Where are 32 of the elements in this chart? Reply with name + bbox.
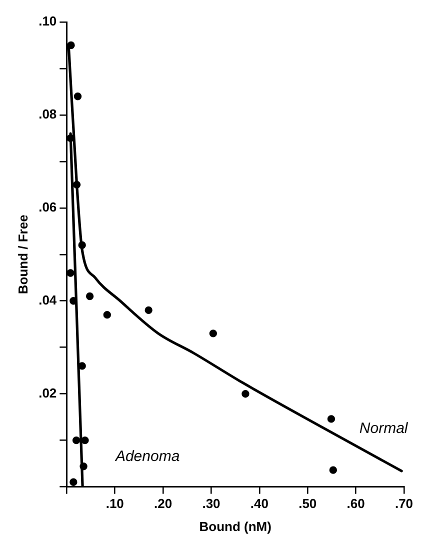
- point: [66, 269, 74, 277]
- point: [74, 92, 82, 100]
- x-tick-label: .40: [250, 496, 268, 512]
- point: [78, 241, 86, 249]
- x-tick-label: .50: [298, 496, 317, 512]
- y-tick-label: .10: [38, 14, 57, 29]
- x-axis-title: Bound (nM): [199, 518, 272, 534]
- point: [209, 330, 218, 338]
- x-tick-label: .30: [202, 496, 220, 512]
- x-tick-label: .10: [106, 496, 124, 512]
- x-tick-label: .20: [154, 496, 172, 512]
- y-tick-label: .06: [38, 200, 57, 214]
- y-tick-label: .08: [38, 106, 57, 122]
- point: [103, 310, 111, 319]
- point: [327, 415, 336, 423]
- point: [80, 462, 88, 470]
- point: [329, 466, 338, 474]
- y-tick-label: .02: [38, 385, 57, 400]
- point: [81, 436, 89, 444]
- point: [70, 478, 78, 486]
- annotation: Normal: [359, 420, 408, 438]
- y-axis-title: Bound / Free: [15, 214, 30, 294]
- point: [86, 292, 94, 300]
- point: [242, 390, 250, 398]
- x-tick-label: .60: [346, 496, 365, 512]
- point: [72, 436, 80, 444]
- y-tick-label: .04: [38, 292, 58, 308]
- point: [72, 180, 81, 189]
- point: [67, 41, 75, 50]
- point: [144, 306, 152, 314]
- x-tick-label: .70: [394, 496, 414, 512]
- annotation: Adenoma: [114, 448, 180, 465]
